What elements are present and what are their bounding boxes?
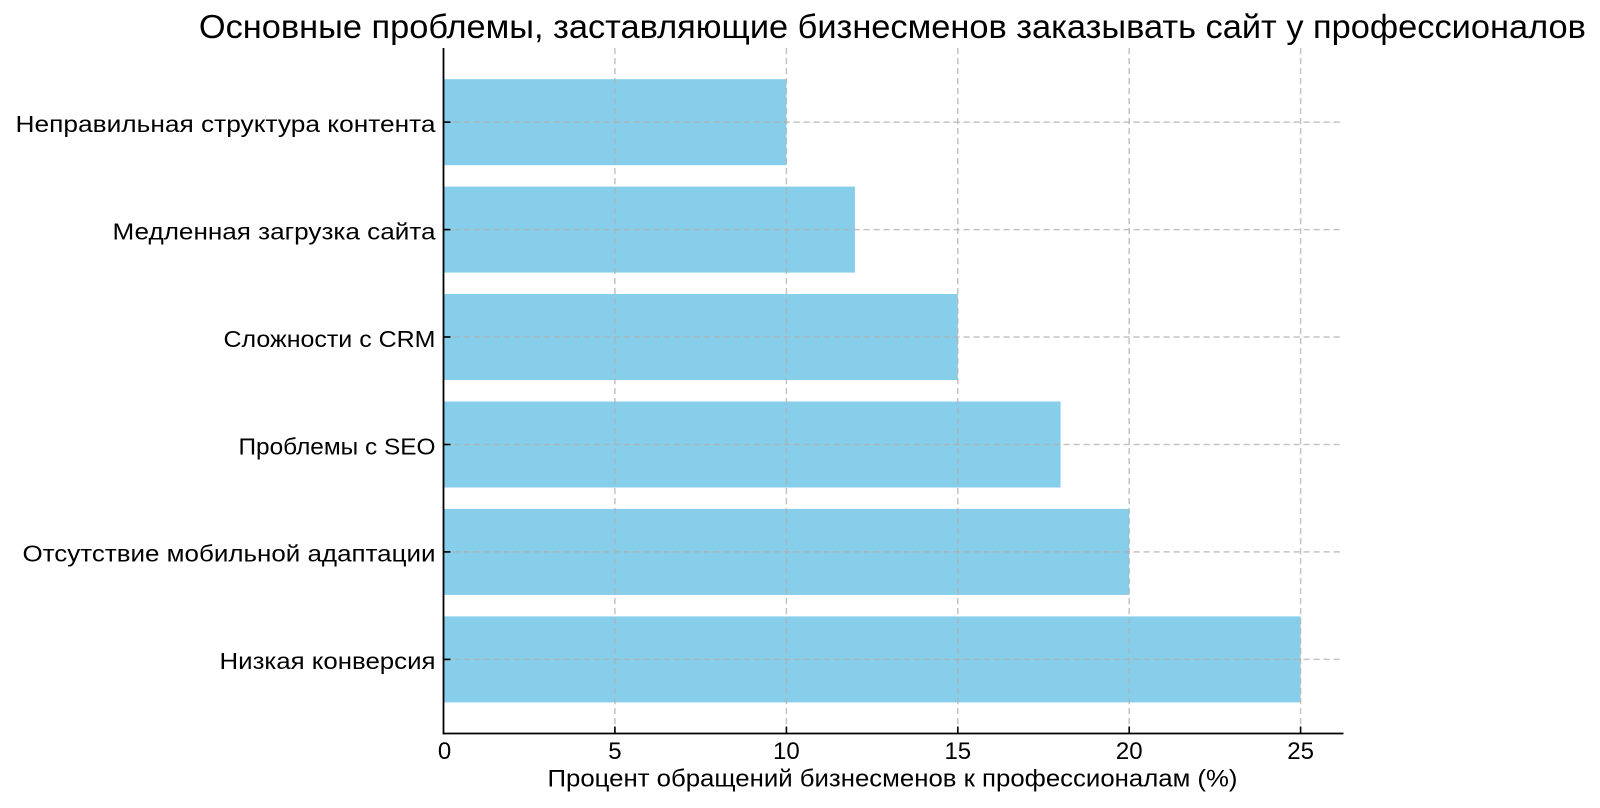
svg-text:Проблемы с SEO: Проблемы с SEO [239, 433, 436, 459]
svg-text:5: 5 [608, 738, 621, 765]
svg-text:Основные проблемы, заставляющи: Основные проблемы, заставляющие бизнесме… [199, 8, 1586, 45]
svg-text:Процент обращений бизнесменов: Процент обращений бизнесменов к професси… [548, 765, 1238, 792]
svg-text:15: 15 [944, 738, 971, 765]
svg-text:Медленная загрузка сайта: Медленная загрузка сайта [113, 218, 437, 244]
svg-text:Неправильная структура контент: Неправильная структура контента [16, 111, 437, 137]
svg-text:20: 20 [1116, 738, 1143, 765]
svg-text:10: 10 [773, 738, 800, 765]
svg-text:Сложности с CRM: Сложности с CRM [224, 326, 436, 352]
svg-text:25: 25 [1287, 738, 1314, 765]
svg-text:Отсутствие мобильной адаптации: Отсутствие мобильной адаптации [23, 541, 436, 567]
svg-text:Низкая конверсия: Низкая конверсия [220, 648, 436, 674]
svg-text:0: 0 [438, 738, 451, 765]
